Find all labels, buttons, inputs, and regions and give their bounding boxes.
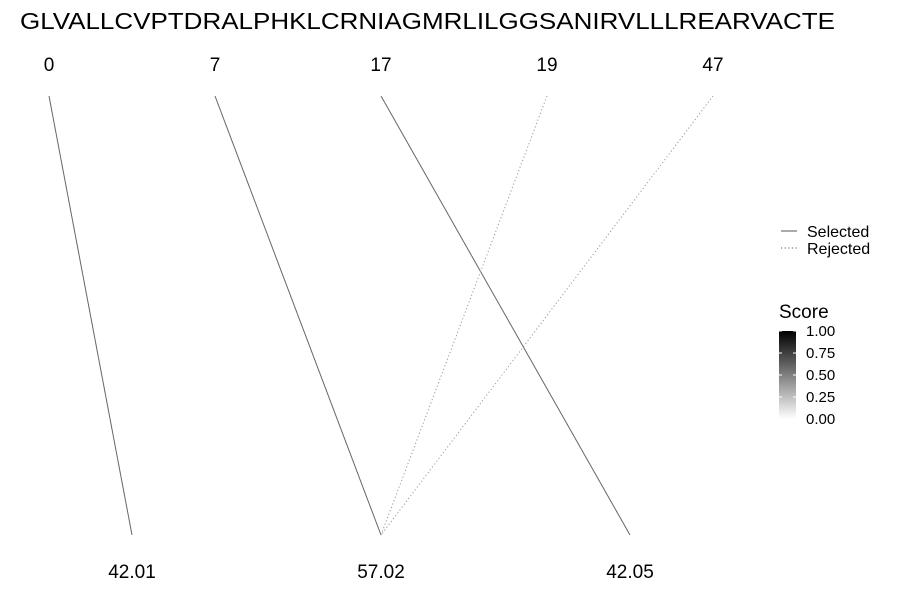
selected-connection-line: [48, 95, 133, 536]
top-label: 7: [210, 55, 221, 76]
score-tick-label: 0.50: [806, 367, 835, 384]
bottom-label: 42.01: [108, 562, 156, 583]
rejected-connection-line: [380, 95, 714, 536]
top-label: 47: [702, 55, 723, 76]
score-tick-label: 0.75: [806, 345, 835, 362]
score-legend-title: Score: [779, 302, 829, 323]
legend-rejected-label: Rejected: [807, 241, 870, 258]
legend-selected-label: Selected: [807, 224, 869, 241]
linetype-legend: Selected Rejected: [781, 224, 870, 258]
top-label: 19: [536, 55, 557, 76]
score-tick-label: 0.00: [806, 411, 835, 428]
top-label: 17: [370, 55, 391, 76]
rejected-connection-line: [380, 95, 548, 536]
sequence-title: GLVALLCVPTDRALPHKLCRNIAGMRLILGGSANIRVLLL…: [20, 8, 835, 34]
score-tick-labels: 1.00 0.75 0.50 0.25 0.00: [779, 323, 835, 428]
score-colorbar: [779, 331, 796, 419]
score-legend: Score 1.00 0.75 0.50 0.25 0.00: [779, 302, 835, 428]
top-label: 0: [44, 55, 55, 76]
top-labels: 0 7 17 19 47: [44, 55, 724, 76]
score-tick-label: 1.00: [806, 323, 835, 340]
selected-connection-line: [214, 95, 382, 536]
score-tick-label: 0.25: [806, 389, 835, 406]
bottom-label: 42.05: [606, 562, 654, 583]
selected-connection-line: [380, 95, 631, 536]
bottom-label: 57.02: [357, 562, 405, 583]
bottom-labels: 42.01 57.02 42.05: [108, 562, 654, 583]
connection-lines: [48, 95, 714, 536]
